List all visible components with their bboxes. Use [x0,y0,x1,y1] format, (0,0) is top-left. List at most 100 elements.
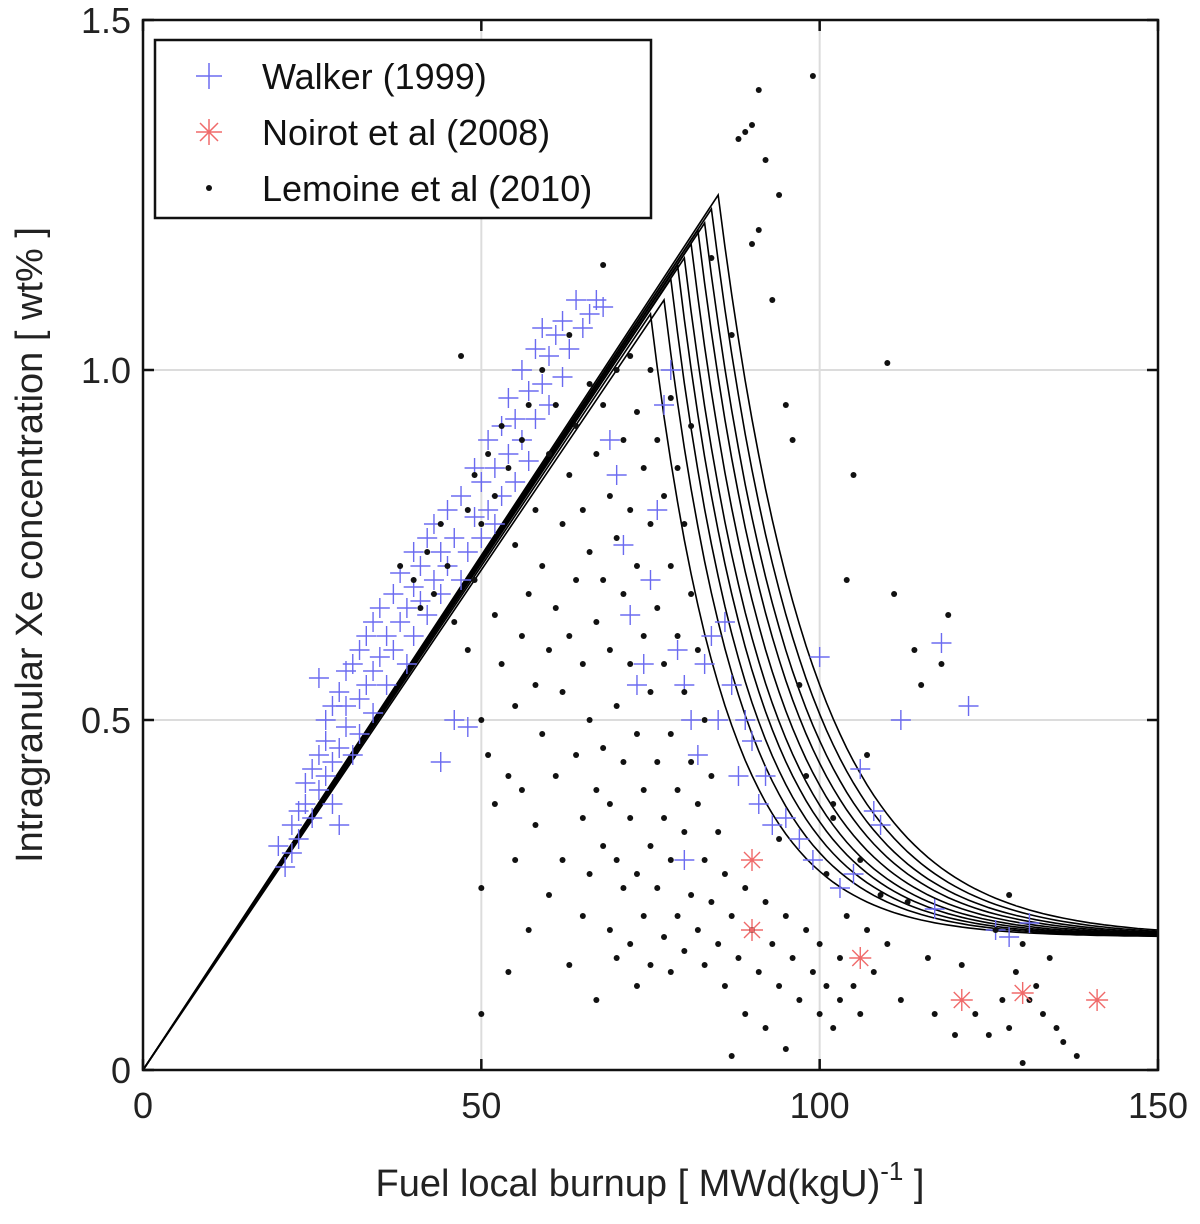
lemoine-point-31 [518,633,525,639]
x-tick-label-1: 50 [461,1085,501,1126]
lemoine-point-80 [613,535,620,541]
lemoine-point-79 [613,367,620,373]
walker-point-122 [762,815,783,835]
walker-point-55 [430,542,451,562]
axis-ticks [141,18,1160,1072]
x-axis-label-sup: -1 [880,1156,903,1186]
lemoine-point-57 [573,752,580,758]
walker-point-47 [403,542,424,562]
lemoine-point-129 [688,591,695,597]
lemoine-point-224 [776,836,783,842]
walker-point-126 [809,647,830,667]
x-tick-labels: 0 50 100 150 [133,1085,1188,1126]
lemoine-point-223 [1019,941,1026,947]
walker-point-33 [363,612,384,632]
walker-point-13 [315,766,336,786]
x-tick-label-0: 0 [133,1085,153,1126]
walker-point-82 [518,381,539,401]
noirot-point-5 [1086,989,1109,1011]
legend-marker-noirot [196,119,222,145]
walker-point-101 [620,605,641,625]
walker-point-97 [593,297,614,317]
walker-point-10 [308,780,329,800]
legend-marker-lemoine [206,185,212,191]
noirot-point-1 [741,919,763,941]
walker-point-115 [714,612,735,632]
lemoine-point-162 [769,297,776,303]
lemoine-point-33 [525,402,532,408]
lemoine-point-190 [857,1011,864,1017]
lemoine-point-105 [647,843,654,849]
walker-point-14 [315,731,336,751]
lemoine-point-27 [512,542,519,548]
lemoine-point-95 [633,731,640,737]
lemoine-point-88 [627,353,634,359]
lemoine-point-217 [1039,1011,1046,1017]
lemoine-point-101 [640,913,647,919]
lemoine-point-17 [485,451,492,457]
walker-point-104 [640,570,661,590]
lemoine-point-96 [633,871,640,877]
lemoine-point-10 [464,647,471,653]
lemoine-point-98 [640,465,647,471]
walker-point-105 [647,500,668,520]
lemoine-point-112 [661,661,668,667]
lemoine-point-59 [579,661,586,667]
walker-point-76 [498,388,519,408]
lemoine-point-218 [1046,955,1053,961]
lemoine-point-8 [458,353,465,359]
lemoine-point-186 [843,913,850,919]
lemoine-point-24 [505,465,512,471]
lemoine-point-34 [525,591,532,597]
lemoine-point-77 [606,801,613,807]
lemoine-point-52 [566,472,573,478]
lemoine-point-196 [884,941,891,947]
lemoine-point-89 [627,507,634,513]
walker-point-134 [931,633,952,653]
walker-point-16 [322,752,343,772]
lemoine-point-211 [999,997,1006,1003]
lemoine-point-150 [742,129,749,135]
walker-point-30 [356,675,377,695]
walker-point-110 [681,710,702,730]
lemoine-point-45 [552,402,559,408]
lemoine-point-214 [1019,1060,1026,1066]
lemoine-point-48 [559,521,566,527]
lemoine-point-166 [782,402,789,408]
lemoine-point-209 [985,1032,992,1038]
lemoine-point-49 [559,689,566,695]
lemoine-point-14 [478,717,485,723]
walker-point-24 [336,696,356,716]
lemoine-point-91 [627,815,634,821]
lemoine-point-120 [674,465,681,471]
walker-point-32 [363,661,384,681]
walker-point-85 [532,374,553,394]
walker-point-114 [708,710,729,730]
lemoine-point-13 [478,521,485,527]
lemoine-point-216 [1033,983,1040,989]
lemoine-point-53 [566,633,573,639]
walker-point-69 [478,500,499,520]
lemoine-point-62 [586,381,593,387]
x-axis-label-end: ] [903,1163,924,1205]
walker-point-45 [403,626,424,646]
lemoine-point-114 [661,934,668,940]
lemoine-point-72 [600,577,607,583]
walker-point-41 [390,612,411,632]
lemoine-point-147 [728,1053,735,1059]
walker-point-118 [735,710,756,730]
model-curve-1 [142,297,1159,1071]
walker-point-92 [559,339,580,359]
walker-point-3 [281,815,302,835]
walker-point-71 [484,514,505,534]
lemoine-point-19 [491,493,498,499]
walker-point-84 [525,339,546,359]
walker-point-28 [349,640,370,660]
lemoine-point-179 [823,871,830,877]
lemoine-point-133 [694,801,701,807]
lemoine-point-30 [518,437,525,443]
lemoine-point-200 [911,647,918,653]
lemoine-point-99 [640,633,647,639]
lemoine-point-182 [830,1025,837,1031]
